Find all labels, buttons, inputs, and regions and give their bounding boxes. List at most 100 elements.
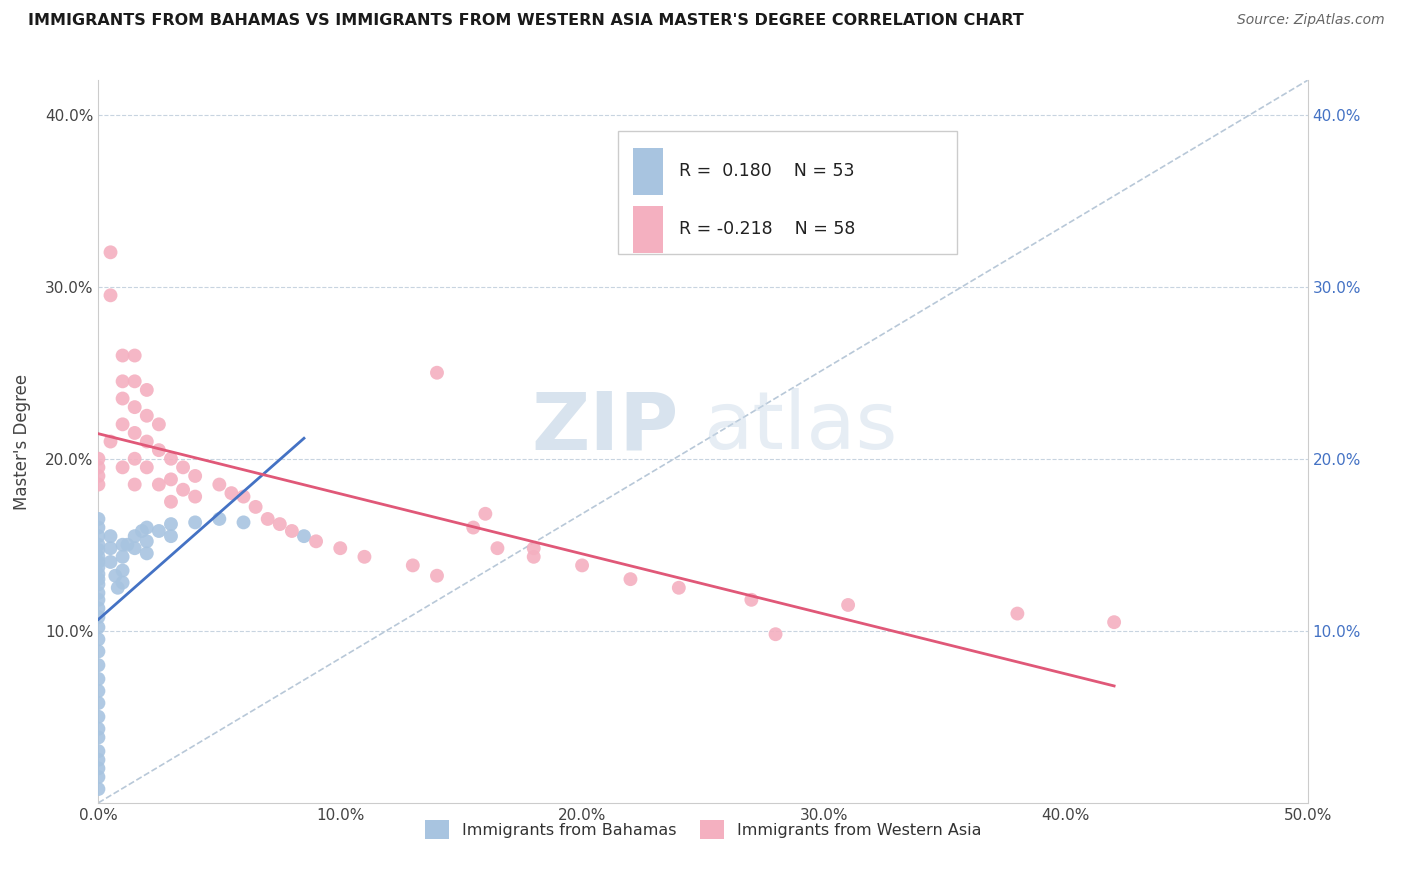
Y-axis label: Master's Degree: Master's Degree <box>13 374 31 509</box>
Point <box>87 560 110 574</box>
Point <box>87 672 110 686</box>
FancyBboxPatch shape <box>619 131 957 253</box>
Point <box>100 555 122 569</box>
Point <box>160 517 183 532</box>
Text: atlas: atlas <box>703 388 897 467</box>
Point <box>124 375 146 389</box>
Point <box>160 494 183 508</box>
Point <box>135 409 157 423</box>
Point <box>107 581 129 595</box>
Point <box>402 558 425 573</box>
Point <box>184 516 207 530</box>
Point <box>160 529 183 543</box>
Point <box>172 460 194 475</box>
Point <box>87 520 110 534</box>
Point <box>87 469 110 483</box>
Point <box>87 632 110 647</box>
Point <box>124 477 146 491</box>
Point <box>740 592 762 607</box>
Bar <box>633 148 664 194</box>
Point <box>281 524 304 538</box>
Point <box>208 512 231 526</box>
Point <box>111 349 134 363</box>
Legend: Immigrants from Bahamas, Immigrants from Western Asia: Immigrants from Bahamas, Immigrants from… <box>419 814 987 846</box>
Point <box>87 684 110 698</box>
Point <box>523 549 546 564</box>
Point <box>87 658 110 673</box>
Point <box>87 555 110 569</box>
Point <box>135 383 157 397</box>
Point <box>87 572 110 586</box>
Point <box>87 549 110 564</box>
Point <box>100 529 122 543</box>
Point <box>1102 615 1125 630</box>
Point <box>124 541 146 556</box>
Point <box>353 549 375 564</box>
Point <box>329 541 352 556</box>
Point <box>87 451 110 466</box>
Point <box>426 568 449 582</box>
Point <box>87 722 110 736</box>
Point <box>135 520 157 534</box>
Point <box>135 546 157 560</box>
Point <box>765 627 787 641</box>
Point <box>256 512 278 526</box>
Point <box>160 451 183 466</box>
Point <box>135 460 157 475</box>
Point <box>100 541 122 556</box>
Point <box>172 483 194 497</box>
Point <box>87 782 110 797</box>
Point <box>221 486 243 500</box>
Point <box>87 610 110 624</box>
Point <box>87 761 110 775</box>
Point <box>124 425 146 440</box>
Point <box>87 567 110 582</box>
Point <box>87 601 110 615</box>
Point <box>87 710 110 724</box>
Point <box>100 245 122 260</box>
Point <box>87 512 110 526</box>
Point <box>148 443 170 458</box>
Point <box>160 472 183 486</box>
Point <box>474 507 496 521</box>
Point <box>87 744 110 758</box>
Point <box>269 517 291 532</box>
Point <box>124 349 146 363</box>
Point <box>87 529 110 543</box>
Point <box>87 577 110 591</box>
Point <box>184 490 207 504</box>
Text: R = -0.218    N = 58: R = -0.218 N = 58 <box>679 220 855 238</box>
Point <box>571 558 593 573</box>
Point <box>100 434 122 449</box>
Point <box>111 392 134 406</box>
Point <box>111 375 134 389</box>
Point <box>87 592 110 607</box>
Point <box>208 477 231 491</box>
Point <box>124 529 146 543</box>
Point <box>87 644 110 658</box>
Point <box>305 534 328 549</box>
Point <box>184 469 207 483</box>
Point <box>87 477 110 491</box>
Point <box>837 598 859 612</box>
Point <box>131 524 153 538</box>
Point <box>111 460 134 475</box>
Point <box>117 538 139 552</box>
Point <box>1007 607 1029 621</box>
Point <box>523 541 546 556</box>
Point <box>426 366 449 380</box>
Point <box>148 417 170 432</box>
Point <box>486 541 509 556</box>
Point <box>104 568 127 582</box>
Point <box>111 538 134 552</box>
Point <box>111 564 134 578</box>
Point <box>148 477 170 491</box>
Point <box>619 572 641 586</box>
Point <box>87 586 110 600</box>
Point <box>148 524 170 538</box>
Point <box>135 434 157 449</box>
Point <box>87 460 110 475</box>
Point <box>124 400 146 414</box>
Point <box>232 516 254 530</box>
Point <box>87 731 110 745</box>
